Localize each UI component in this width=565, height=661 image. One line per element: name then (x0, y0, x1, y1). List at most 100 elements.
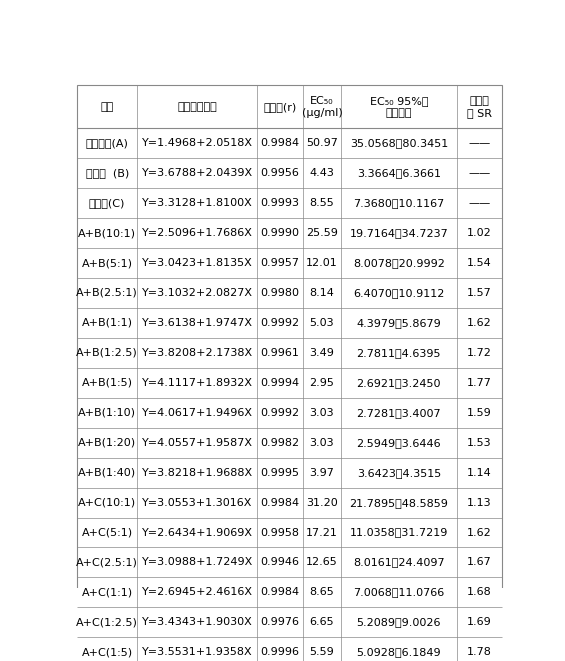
Text: 1.53: 1.53 (467, 438, 492, 447)
Text: 0.9961: 0.9961 (260, 348, 299, 358)
Text: 0.9976: 0.9976 (260, 617, 299, 627)
Text: EC₅₀
(μg/ml): EC₅₀ (μg/ml) (302, 96, 342, 118)
Text: Y=3.6788+2.0439X: Y=3.6788+2.0439X (142, 168, 253, 178)
Text: 50.97: 50.97 (306, 138, 338, 148)
Text: 21.7895～48.5859: 21.7895～48.5859 (349, 498, 448, 508)
Text: Y=3.1032+2.0827X: Y=3.1032+2.0827X (142, 288, 253, 298)
Text: Y=4.0617+1.9496X: Y=4.0617+1.9496X (142, 408, 253, 418)
Text: 5.2089～9.0026: 5.2089～9.0026 (357, 617, 441, 627)
Text: Y=2.5096+1.7686X: Y=2.5096+1.7686X (142, 228, 253, 238)
Text: 7.0068～11.0766: 7.0068～11.0766 (353, 588, 445, 598)
Text: 1.62: 1.62 (467, 527, 492, 537)
Text: Y=2.6945+2.4616X: Y=2.6945+2.4616X (142, 588, 253, 598)
Text: 8.65: 8.65 (310, 588, 334, 598)
Text: 3.03: 3.03 (310, 438, 334, 447)
Text: ——: —— (468, 168, 490, 178)
Text: A+C(10:1): A+C(10:1) (78, 498, 136, 508)
Text: 0.9996: 0.9996 (260, 647, 299, 657)
Text: 1.57: 1.57 (467, 288, 492, 298)
Text: 1.67: 1.67 (467, 557, 492, 567)
Text: A+B(1:2.5): A+B(1:2.5) (76, 348, 138, 358)
Text: 8.55: 8.55 (310, 198, 334, 208)
Text: Y=3.4343+1.9030X: Y=3.4343+1.9030X (142, 617, 253, 627)
Text: 1.72: 1.72 (467, 348, 492, 358)
Text: A+C(1:5): A+C(1:5) (81, 647, 133, 657)
Text: 0.9993: 0.9993 (260, 198, 299, 208)
Text: Y=3.6138+1.9747X: Y=3.6138+1.9747X (142, 318, 253, 328)
Text: 毒力回归方程: 毒力回归方程 (177, 102, 218, 112)
Text: A+B(1:5): A+B(1:5) (82, 378, 133, 388)
Text: A+C(1:2.5): A+C(1:2.5) (76, 617, 138, 627)
Text: Y=1.4968+2.0518X: Y=1.4968+2.0518X (142, 138, 253, 148)
Text: 3.6423～4.3515: 3.6423～4.3515 (357, 467, 441, 478)
Text: 1.13: 1.13 (467, 498, 492, 508)
Text: 0.9990: 0.9990 (260, 228, 299, 238)
Text: 环丙唠醇(A): 环丙唠醇(A) (86, 138, 129, 148)
Text: A+B(1:40): A+B(1:40) (78, 467, 136, 478)
Text: 4.3979～5.8679: 4.3979～5.8679 (357, 318, 441, 328)
Text: A+B(1:1): A+B(1:1) (82, 318, 133, 328)
Text: Y=3.8208+2.1738X: Y=3.8208+2.1738X (142, 348, 253, 358)
Text: 12.65: 12.65 (306, 557, 338, 567)
Text: 8.0161～24.4097: 8.0161～24.4097 (353, 557, 445, 567)
Text: 0.9984: 0.9984 (260, 588, 299, 598)
Text: 3.03: 3.03 (310, 408, 334, 418)
Text: ——: —— (468, 138, 490, 148)
Text: A+B(2.5:1): A+B(2.5:1) (76, 288, 138, 298)
Text: 2.7811～4.6395: 2.7811～4.6395 (357, 348, 441, 358)
Text: 0.9995: 0.9995 (260, 467, 299, 478)
Text: 三环唠  (B): 三环唠 (B) (85, 168, 129, 178)
Text: 8.14: 8.14 (310, 288, 334, 298)
Text: Y=4.0557+1.9587X: Y=4.0557+1.9587X (142, 438, 253, 447)
Text: Y=4.1117+1.8932X: Y=4.1117+1.8932X (142, 378, 253, 388)
Text: 稻瘟灵(C): 稻瘟灵(C) (89, 198, 125, 208)
Text: 0.9984: 0.9984 (260, 138, 299, 148)
Text: 0.9946: 0.9946 (260, 557, 299, 567)
Text: 35.0568～80.3451: 35.0568～80.3451 (350, 138, 448, 148)
Text: Y=3.0553+1.3016X: Y=3.0553+1.3016X (142, 498, 253, 508)
Text: A+B(1:20): A+B(1:20) (78, 438, 136, 447)
Text: 1.02: 1.02 (467, 228, 492, 238)
Text: 5.03: 5.03 (310, 318, 334, 328)
Text: 25.59: 25.59 (306, 228, 338, 238)
Text: Y=2.6434+1.9069X: Y=2.6434+1.9069X (142, 527, 253, 537)
Text: Y=3.5531+1.9358X: Y=3.5531+1.9358X (142, 647, 253, 657)
Text: 相关性(r): 相关性(r) (263, 102, 297, 112)
Text: 3.3664～6.3661: 3.3664～6.3661 (357, 168, 441, 178)
Text: 8.0078～20.9992: 8.0078～20.9992 (353, 258, 445, 268)
Text: 0.9984: 0.9984 (260, 498, 299, 508)
Text: 1.78: 1.78 (467, 647, 492, 657)
Text: 0.9994: 0.9994 (260, 378, 299, 388)
Text: 2.95: 2.95 (310, 378, 334, 388)
Text: 6.65: 6.65 (310, 617, 334, 627)
Text: 1.69: 1.69 (467, 617, 492, 627)
Text: 0.9957: 0.9957 (260, 258, 299, 268)
Text: 7.3680～10.1167: 7.3680～10.1167 (353, 198, 445, 208)
Text: 1.14: 1.14 (467, 467, 492, 478)
Text: 2.6921～3.2450: 2.6921～3.2450 (357, 378, 441, 388)
Text: 3.97: 3.97 (310, 467, 334, 478)
Text: 12.01: 12.01 (306, 258, 338, 268)
Text: 5.59: 5.59 (310, 647, 334, 657)
Text: 19.7164～34.7237: 19.7164～34.7237 (350, 228, 448, 238)
Text: 2.5949～3.6446: 2.5949～3.6446 (357, 438, 441, 447)
Text: 0.9992: 0.9992 (260, 318, 299, 328)
Text: 6.4070～10.9112: 6.4070～10.9112 (353, 288, 445, 298)
Text: ——: —— (468, 198, 490, 208)
Text: Y=3.3128+1.8100X: Y=3.3128+1.8100X (142, 198, 253, 208)
Text: 0.9980: 0.9980 (260, 288, 299, 298)
Text: A+B(1:10): A+B(1:10) (78, 408, 136, 418)
Text: 1.54: 1.54 (467, 258, 492, 268)
Text: 5.0928～6.1849: 5.0928～6.1849 (357, 647, 441, 657)
Text: 3.49: 3.49 (310, 348, 334, 358)
Text: A+B(10:1): A+B(10:1) (78, 228, 136, 238)
Text: Y=3.8218+1.9688X: Y=3.8218+1.9688X (142, 467, 253, 478)
Text: 药剂: 药剂 (101, 102, 114, 112)
Text: 1.77: 1.77 (467, 378, 492, 388)
Text: 0.9982: 0.9982 (260, 438, 299, 447)
Text: 17.21: 17.21 (306, 527, 338, 537)
Text: 1.68: 1.68 (467, 588, 492, 598)
Text: 11.0358～31.7219: 11.0358～31.7219 (350, 527, 448, 537)
Text: 0.9992: 0.9992 (260, 408, 299, 418)
Text: 2.7281～3.4007: 2.7281～3.4007 (357, 408, 441, 418)
